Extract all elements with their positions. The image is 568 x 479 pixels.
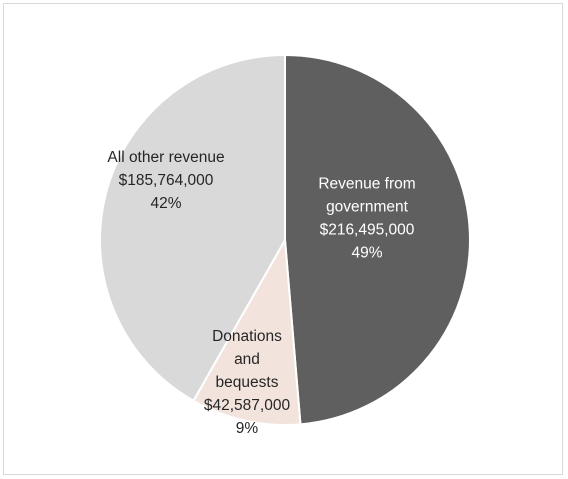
- data-label-revenue-from-government: Revenue from government $216,495,000 49%: [318, 176, 415, 262]
- data-label-line: $216,495,000: [320, 222, 415, 239]
- data-label-line: 9%: [236, 420, 259, 437]
- data-label-line: bequests: [216, 374, 279, 391]
- pie-slice-donations-and-bequests: [192, 236, 302, 426]
- data-label-line: $42,587,000: [204, 397, 291, 414]
- data-label-line: 49%: [351, 245, 382, 262]
- data-label-line: and: [234, 351, 260, 368]
- data-label-line: $185,764,000: [119, 172, 214, 189]
- pie-slice-all-other-revenue: [99, 53, 286, 403]
- data-label-line: Revenue from: [318, 176, 415, 193]
- pie-slice-revenue-from-government: [284, 53, 471, 426]
- data-label-line: All other revenue: [107, 149, 224, 166]
- data-label-donations-and-bequests: Donations and bequests $42,587,000 9%: [204, 328, 291, 437]
- data-label-line: 42%: [150, 195, 181, 212]
- data-label-line: Donations: [212, 328, 282, 345]
- data-label-line: government: [326, 199, 409, 216]
- data-label-all-other-revenue: All other revenue $185,764,000 42%: [107, 149, 224, 212]
